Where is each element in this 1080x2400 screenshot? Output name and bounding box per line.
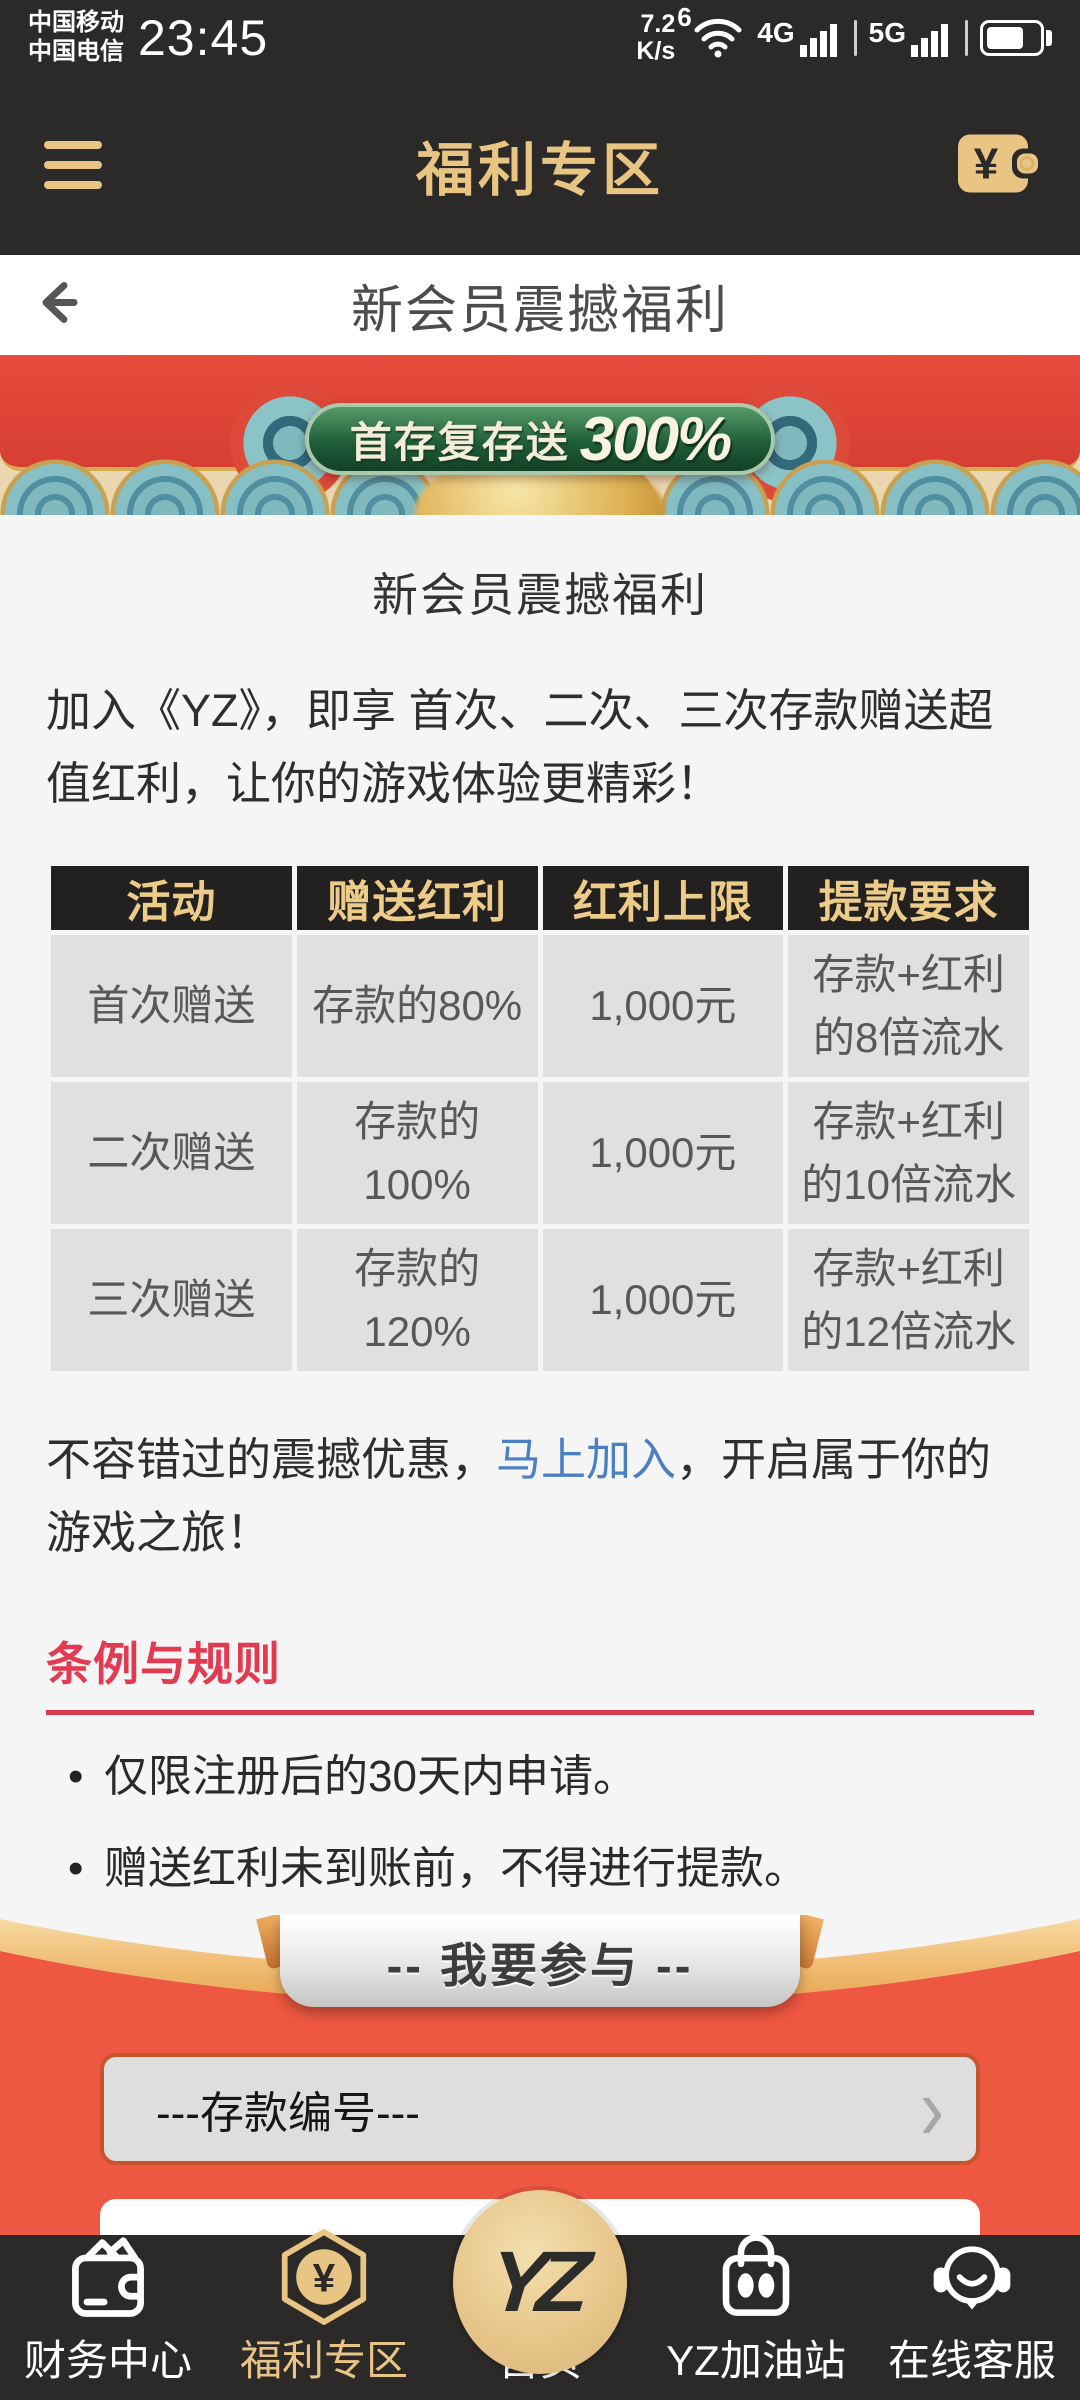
table-row: 首次赠送 存款的80% 1,000元 存款+红利 的8倍流水: [51, 934, 1029, 1077]
join-tab-label: -- 我要参与 --: [386, 1938, 694, 1992]
wallet-outline-icon: [72, 2237, 144, 2317]
yz-logo[interactable]: YZ: [453, 2190, 627, 2374]
svg-text:¥: ¥: [313, 2255, 336, 2300]
rules-title: 条例与规则: [46, 1637, 281, 1690]
wifi-generation-badge: 6: [677, 2, 692, 32]
promo-title: 新会员震撼福利: [372, 569, 708, 621]
col-header-requirement: 提款要求: [788, 865, 1029, 930]
svg-text:¥: ¥: [974, 140, 999, 189]
status-bar: 中国移动 中国电信 23:45 7.2 K/s 6 4G: [0, 0, 1080, 75]
hamburger-menu-icon[interactable]: [44, 141, 102, 189]
bonus-table: 活动 赠送红利 红利上限 提款要求 首次赠送 存款的80% 1,000元 存款+…: [46, 861, 1034, 1376]
banner-offer-pill: 首存复存送 300%: [305, 403, 775, 475]
benefits-coin-hexagon-icon: ¥: [281, 2229, 367, 2325]
clock: 23:45: [138, 9, 269, 66]
carrier-2: 中国电信: [28, 37, 124, 65]
nav-item-benefits[interactable]: ¥ 福利专区: [216, 2229, 432, 2400]
banner-offer-value: 300%: [579, 404, 733, 474]
signal-bars-5g-icon: [911, 23, 948, 57]
col-header-bonus: 赠送红利: [296, 865, 538, 930]
cell-activity: 首次赠送: [51, 934, 292, 1077]
cta-paragraph: 不容错过的震撼优惠，马上加入，开启属于你的游戏之旅！: [46, 1424, 1034, 1570]
status-divider: [853, 19, 857, 56]
cta-text-before: 不容错过的震撼优惠，: [46, 1433, 497, 1485]
cell-cap: 1,000元: [542, 1228, 784, 1371]
carrier-names: 中国移动 中国电信: [28, 9, 124, 67]
col-header-activity: 活动: [51, 865, 292, 930]
rule-item: 仅限注册后的30天内申请。: [46, 1743, 1034, 1811]
promo-content: 新会员震撼福利 加入《YZ》，即享 首次、二次、三次存款赠送超值红利，让你的游戏…: [0, 515, 1080, 1915]
customer-service-headset-icon: [933, 2246, 1011, 2310]
chevron-right-icon: ›: [920, 2059, 944, 2159]
deposit-number-select[interactable]: ---存款编号--- ›: [100, 2053, 980, 2165]
battery-icon: [980, 19, 1052, 56]
banner-offer-text: 首存复存送: [349, 418, 570, 466]
nav-item-finance[interactable]: 财务中心: [0, 2235, 216, 2400]
nav-item-gas-station[interactable]: YZ加油站: [648, 2234, 864, 2400]
cell-requirement: 存款+红利 的8倍流水: [788, 934, 1029, 1077]
table-row: 三次赠送 存款的 120% 1,000元 存款+红利 的12倍流水: [51, 1228, 1029, 1371]
cell-cap: 1,000元: [542, 1081, 784, 1224]
status-divider: [965, 19, 968, 56]
nav-label: 财务中心: [23, 2337, 192, 2384]
page-header: 新会员震撼福利: [0, 255, 1080, 355]
col-header-cap: 红利上限: [542, 865, 784, 930]
nav-label: 福利专区: [239, 2337, 408, 2384]
cell-requirement: 存款+红利 的12倍流水: [788, 1228, 1029, 1371]
wallet-icon: ¥: [958, 134, 1040, 193]
table-header-row: 活动 赠送红利 红利上限 提款要求: [51, 865, 1029, 930]
table-row: 二次赠送 存款的 100% 1,000元 存款+红利 的10倍流水: [51, 1081, 1029, 1224]
app-title: 福利专区: [415, 138, 664, 203]
nav-item-home[interactable]: YZ 首页: [432, 2190, 648, 2400]
join-now-link[interactable]: 马上加入: [496, 1433, 677, 1485]
network-speed: 7.2 K/s: [636, 10, 676, 65]
signal-5g: 5G: [869, 17, 953, 59]
nav-item-customer-service[interactable]: 在线客服: [864, 2235, 1080, 2400]
cta-text-after: ，开启属于你的游戏之旅！: [46, 1433, 992, 1558]
nav-label: YZ加油站: [666, 2337, 846, 2384]
carrier-1: 中国移动: [28, 8, 124, 36]
cell-cap: 1,000元: [542, 934, 784, 1077]
bottom-navigation: 财务中心 ¥ 福利专区 YZ 首页 YZ加油站: [0, 2190, 1080, 2400]
wifi-icon: 6: [677, 2, 745, 63]
wallet-button[interactable]: ¥: [954, 127, 1042, 204]
nav-label: 在线客服: [887, 2337, 1056, 2384]
promo-banner: 首存复存送 300%: [0, 355, 1080, 515]
cell-requirement: 存款+红利 的10倍流水: [788, 1081, 1029, 1224]
page-title: 新会员震撼福利: [350, 281, 729, 340]
back-arrow-icon: [42, 282, 78, 323]
gas-station-bag-icon: [722, 2234, 790, 2316]
deposit-number-placeholder: ---存款编号---: [156, 2089, 420, 2138]
cell-activity: 二次赠送: [51, 1081, 292, 1224]
yz-logo-text: YZ: [485, 2233, 586, 2330]
cell-activity: 三次赠送: [51, 1228, 292, 1371]
rules-list: 仅限注册后的30天内申请。 赠送红利未到账前，不得进行提款。 一般优惠条例及规则…: [46, 1743, 1034, 1915]
join-section: -- 我要参与 -- ---存款编号--- ›: [0, 1915, 1080, 2235]
cell-bonus: 存款的80%: [296, 934, 538, 1077]
rule-item: 赠送红利未到账前，不得进行提款。: [46, 1835, 1034, 1903]
cell-bonus: 存款的 100%: [296, 1081, 538, 1224]
cell-bonus: 存款的 120%: [296, 1228, 538, 1371]
join-tab: -- 我要参与 --: [280, 1915, 800, 2007]
back-button[interactable]: [34, 274, 92, 337]
rules-divider: [46, 1709, 1034, 1715]
signal-4g: 4G: [757, 17, 841, 59]
promo-intro: 加入《YZ》，即享 首次、二次、三次存款赠送超值红利，让你的游戏体验更精彩！: [46, 685, 994, 809]
signal-bars-4g-icon: [799, 23, 837, 57]
app-header: 福利专区 ¥: [0, 75, 1080, 255]
